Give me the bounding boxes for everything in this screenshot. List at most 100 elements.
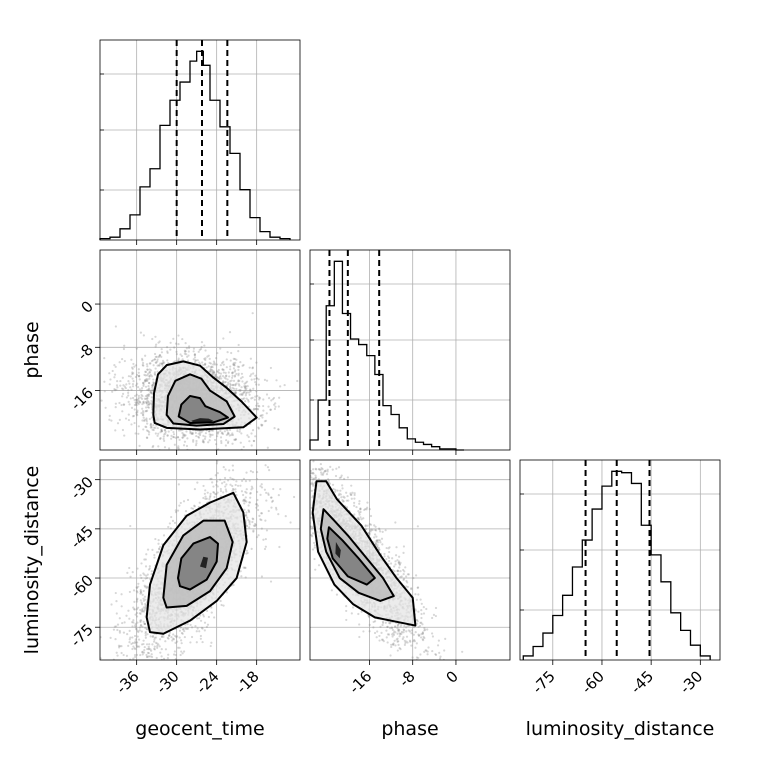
scatter-point <box>136 400 139 404</box>
scatter-point <box>206 355 209 358</box>
scatter-point <box>114 325 117 328</box>
scatter-point <box>146 647 149 651</box>
scatter-point <box>244 394 247 397</box>
scatter-point <box>134 364 138 367</box>
scatter-point <box>189 623 192 627</box>
scatter-point <box>177 483 180 486</box>
scatter-point <box>123 621 126 624</box>
scatter-point <box>153 647 156 650</box>
scatter-point <box>148 565 151 568</box>
scatter-point <box>152 423 155 427</box>
scatter-point <box>143 622 147 626</box>
scatter-point <box>204 435 207 438</box>
scatter-point <box>154 432 157 435</box>
scatter-point <box>179 429 182 432</box>
scatter-point <box>183 434 186 437</box>
scatter-point <box>158 340 161 343</box>
scatter-point <box>269 408 273 411</box>
scatter-point <box>224 371 227 375</box>
scatter-point <box>292 495 296 499</box>
scatter-point <box>177 429 181 432</box>
scatter-point <box>165 346 169 349</box>
scatter-point <box>151 392 154 395</box>
scatter-point <box>249 388 252 391</box>
scatter-point <box>134 638 137 641</box>
scatter-point <box>128 641 131 644</box>
scatter-point <box>195 630 198 633</box>
scatter-point <box>144 630 147 634</box>
scatter-point <box>155 361 158 364</box>
scatter-point <box>261 413 264 417</box>
scatter-point <box>152 640 156 643</box>
scatter-point <box>157 445 160 448</box>
scatter-point <box>235 382 238 385</box>
scatter-point <box>146 388 149 392</box>
scatter-point <box>194 431 197 435</box>
scatter-point <box>175 640 179 643</box>
scatter-point <box>208 498 211 501</box>
scatter-point <box>260 423 263 426</box>
scatter-point <box>225 366 228 369</box>
scatter-point <box>146 586 150 589</box>
scatter-point <box>146 573 149 576</box>
contour-line <box>165 373 236 427</box>
scatter-point <box>128 638 131 641</box>
scatter-point <box>191 432 194 436</box>
scatter-point <box>222 360 225 363</box>
scatter-point <box>150 391 153 394</box>
scatter-point <box>142 599 145 602</box>
scatter-point <box>148 375 151 378</box>
scatter-point <box>181 358 184 361</box>
scatter-point <box>149 422 153 425</box>
scatter-point <box>197 350 200 353</box>
scatter-point <box>262 398 265 401</box>
scatter-point <box>217 431 220 434</box>
scatter-point <box>145 418 148 421</box>
scatter-point <box>257 417 261 420</box>
scatter-point <box>150 402 153 405</box>
scatter-point <box>130 388 133 391</box>
scatter-point <box>256 490 259 494</box>
scatter-point <box>168 634 171 637</box>
scatter-point <box>148 371 151 374</box>
scatter-point <box>158 354 161 357</box>
scatter-point <box>249 357 252 360</box>
scatter-point <box>256 508 260 512</box>
scatter-point <box>243 386 246 389</box>
scatter-point <box>205 625 208 628</box>
scatter-point <box>213 371 216 374</box>
scatter-point <box>123 434 126 437</box>
scatter-point <box>132 589 136 592</box>
scatter-point <box>253 524 257 528</box>
scatter-point <box>240 393 243 397</box>
scatter-point <box>216 432 219 435</box>
scatter-point <box>144 425 147 428</box>
scatter-point <box>257 427 260 430</box>
scatter-point <box>244 385 247 388</box>
scatter-point <box>237 343 240 347</box>
scatter-point <box>232 362 235 365</box>
scatter-point <box>244 400 247 403</box>
scatter-point <box>284 514 287 518</box>
scatter-point <box>239 389 242 392</box>
axes-frame <box>99 39 301 241</box>
scatter-point <box>232 363 235 366</box>
scatter-point <box>156 646 159 650</box>
scatter-point <box>209 492 212 496</box>
scatter-point <box>169 341 172 344</box>
scatter-point <box>113 363 116 367</box>
scatter-point <box>217 448 220 450</box>
scatter-point <box>141 359 144 362</box>
scatter-point <box>192 350 195 353</box>
scatter-point <box>245 500 248 503</box>
scatter-point <box>153 382 156 385</box>
scatter-point <box>187 346 191 350</box>
scatter-point <box>243 382 246 385</box>
scatter-point <box>265 499 268 502</box>
scatter-point <box>147 393 150 396</box>
scatter-point <box>232 583 235 587</box>
scatter-point <box>145 655 149 659</box>
scatter-point <box>240 392 243 396</box>
scatter-point <box>222 380 225 383</box>
scatter-point <box>222 337 225 340</box>
